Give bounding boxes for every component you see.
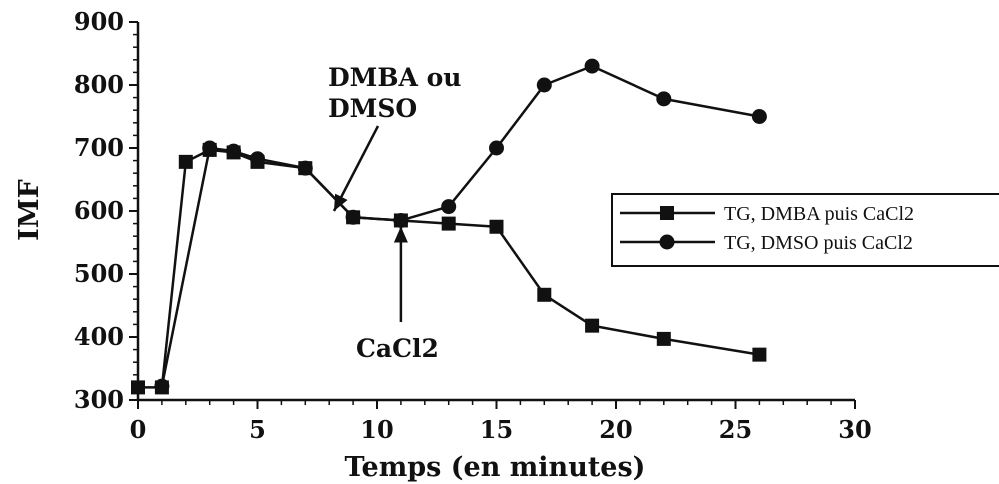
data-point (585, 318, 600, 333)
legend-label: TG, DMBA puis CaCl2 (724, 203, 914, 225)
data-point (154, 378, 170, 394)
annotation-label: CaCl2 (356, 334, 439, 363)
series-1 (131, 142, 767, 395)
data-point (751, 109, 767, 124)
x-tick-label: 0 (130, 415, 147, 444)
data-point (131, 380, 145, 395)
legend: TG, DMBA puis CaCl2 TG, DMSO puis CaCl2 (611, 193, 999, 267)
data-point (441, 199, 457, 215)
series-line (138, 148, 760, 389)
x-tick-label: 10 (360, 415, 393, 444)
data-point (537, 287, 552, 302)
data-point (297, 160, 313, 176)
x-tick-label: 30 (838, 415, 871, 444)
data-point (345, 209, 361, 225)
legend-marker (659, 234, 675, 250)
y-tick-label: 700 (74, 133, 124, 162)
data-point (656, 91, 672, 107)
legend-box (611, 193, 999, 267)
annotation-label: DMSO (328, 94, 417, 123)
x-tick-label: 15 (480, 415, 513, 444)
data-point (489, 140, 504, 156)
annotation-label: DMBA ou (328, 63, 461, 92)
arrowhead (333, 193, 348, 211)
axes: 300 400 500 600 700 800 900 0 5 10 15 20 25 30 (74, 7, 872, 444)
series-layer (131, 58, 767, 395)
x-axis-title: Temps (en minutes) (345, 452, 646, 483)
data-point (250, 151, 265, 167)
annotation-arrow (332, 125, 380, 212)
data-point (584, 58, 600, 74)
y-tick-label: 900 (74, 7, 124, 36)
y-tick-label: 600 (74, 196, 124, 225)
annotation-arrow (393, 226, 408, 322)
y-tick-label: 400 (74, 322, 124, 351)
data-point (178, 154, 193, 169)
data-point (489, 219, 504, 234)
x-tick-label: 25 (719, 415, 752, 444)
y-tick-label: 300 (74, 385, 124, 414)
data-point (656, 331, 671, 346)
data-point (202, 140, 218, 156)
legend-marker (660, 206, 674, 220)
arrowhead (393, 226, 408, 243)
y-axis-title: IMF (14, 179, 45, 241)
data-point (536, 77, 552, 93)
x-tick-label: 20 (599, 415, 632, 444)
y-tick-label: 800 (74, 70, 124, 99)
data-point (393, 212, 409, 228)
legend-entry: TG, DMSO puis CaCl2 (620, 232, 913, 254)
legend-entry: TG, DMBA puis CaCl2 (620, 203, 914, 225)
x-tick-label: 5 (249, 415, 266, 444)
data-point (752, 347, 767, 362)
data-point (226, 143, 242, 159)
data-point (441, 216, 456, 231)
series-2 (154, 58, 767, 394)
legend-label: TG, DMSO puis CaCl2 (724, 232, 913, 254)
y-tick-label: 500 (74, 259, 124, 288)
